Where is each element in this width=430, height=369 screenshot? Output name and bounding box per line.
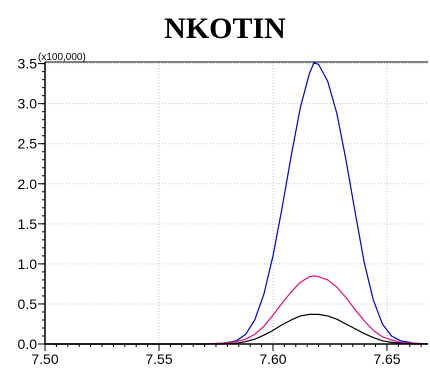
x-tick-label: 7.60 [259,351,286,367]
axes: 0.0 0.5 1.0 1.5 2.0 2.5 3.0 3.5 7.50 7.55 7.60 7.65 [18,56,428,367]
plot-area [45,62,429,345]
series-line-3 [45,313,428,345]
y-tick-label: 3.0 [18,96,38,112]
series-line-1 [45,62,429,345]
y-tick-label: 2.0 [18,176,38,192]
y-multiplier-label: (x100,000) [38,52,86,63]
chart-title: NKOTIN [164,12,286,45]
x-tick-label: 7.65 [373,351,400,367]
y-tick-label: 0.0 [18,336,38,352]
grid [45,62,428,344]
x-tick-label: 7.55 [145,351,172,367]
y-tick-label: 2.5 [18,136,38,152]
y-tick-label: 1.5 [18,216,38,232]
y-tick-label: 1.0 [18,256,38,272]
x-tick-label: 7.50 [31,351,58,367]
y-tick-label: 3.5 [18,56,38,72]
y-tick-label: 0.5 [18,296,38,312]
